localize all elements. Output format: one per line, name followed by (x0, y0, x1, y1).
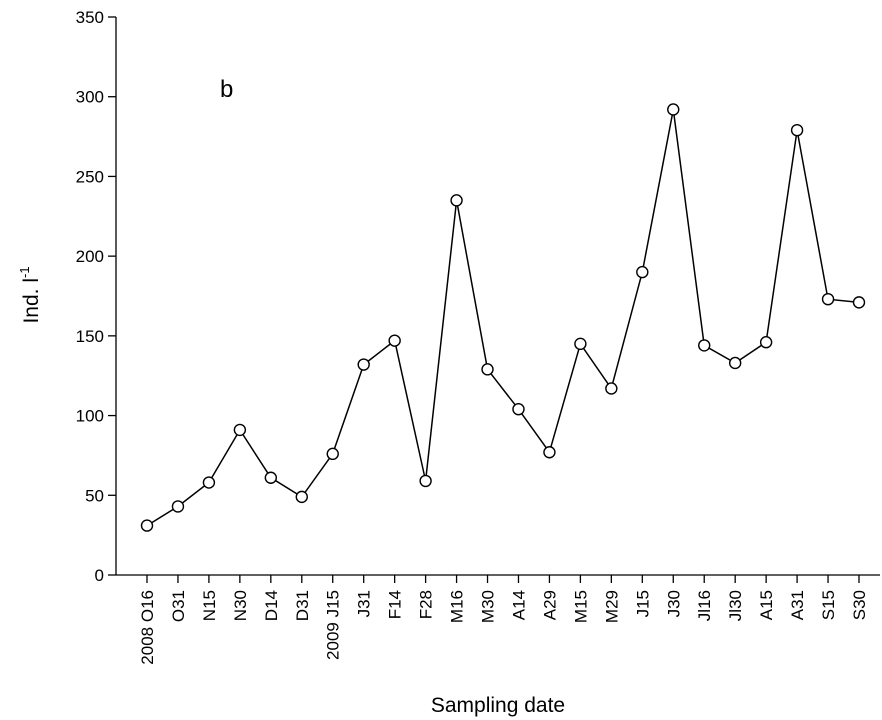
data-point (140, 519, 154, 532)
y-tick-label: 150 (76, 327, 104, 346)
data-point (450, 194, 463, 207)
x-tick-label: Jl16 (695, 590, 714, 621)
y-tick-label: 200 (76, 247, 104, 266)
data-point (698, 339, 711, 352)
x-tick-label: 2008 O16 (138, 590, 157, 665)
x-tick-label: F28 (417, 590, 436, 619)
x-tick-label: M15 (571, 590, 590, 623)
x-tick-label: J31 (355, 590, 374, 617)
data-point (821, 292, 835, 306)
series-line (146, 109, 860, 527)
x-tick-label: A14 (509, 590, 528, 620)
y-tick-label: 250 (76, 167, 104, 186)
data-point (481, 363, 494, 376)
y-tick-label: 100 (76, 407, 104, 426)
x-tick-label: Jl30 (726, 590, 745, 621)
x-tick-label: F14 (386, 590, 405, 619)
axes (108, 16, 880, 583)
data-point (667, 103, 680, 116)
x-tick-label: D31 (293, 590, 312, 621)
data-point (512, 402, 525, 416)
y-tick-labels: 0 50 100 150 200 250 300 350 (76, 8, 104, 585)
x-tick-label: A31 (788, 590, 807, 620)
data-point (264, 471, 278, 484)
x-tick-label: A29 (540, 590, 559, 620)
data-point (636, 265, 649, 279)
x-tick-label: N15 (200, 590, 219, 621)
x-tick-label: M29 (602, 590, 621, 623)
panel-label: b (220, 76, 233, 103)
y-tick-label: 350 (76, 8, 104, 27)
y-tick-label: 0 (95, 566, 104, 585)
x-tick-label: S15 (819, 590, 838, 620)
y-axis-title-superscript: -1 (17, 266, 32, 278)
x-tick-label: J30 (664, 590, 683, 617)
data-point (605, 382, 618, 395)
series-group (140, 103, 866, 532)
data-point (357, 358, 370, 371)
data-point (759, 336, 773, 349)
x-tick-label: M16 (448, 590, 467, 623)
data-point (574, 337, 587, 351)
y-axis-title: Ind. l-1 (17, 266, 43, 323)
x-axis-title: Sampling date (431, 694, 565, 717)
data-point (388, 334, 401, 347)
data-point (790, 123, 804, 137)
x-tick-label: S30 (850, 590, 869, 620)
data-point (233, 423, 247, 437)
x-tick-label: N30 (231, 590, 250, 621)
y-tick-label: 300 (76, 88, 104, 107)
x-tick-labels: 2008 O16 O31 N15 N30 D14 D31 2009 J15 J31 F14 F28… (138, 590, 869, 665)
x-tick-label: 2009 J15 (324, 590, 343, 660)
y-axis-title-text: Ind. l (20, 278, 43, 324)
y-tick-label: 50 (85, 486, 104, 505)
data-point (728, 356, 742, 370)
data-point (202, 476, 216, 489)
data-point (852, 296, 866, 309)
x-tick-label: O31 (169, 590, 188, 622)
x-tick-label: A15 (757, 590, 776, 620)
x-tick-label: M30 (479, 590, 498, 623)
x-tick-label: D14 (262, 590, 281, 621)
data-point (543, 446, 556, 459)
data-point (295, 490, 308, 504)
x-tick-label: J15 (633, 590, 652, 617)
data-point (326, 447, 339, 461)
data-point (419, 474, 432, 488)
data-point (171, 500, 185, 513)
